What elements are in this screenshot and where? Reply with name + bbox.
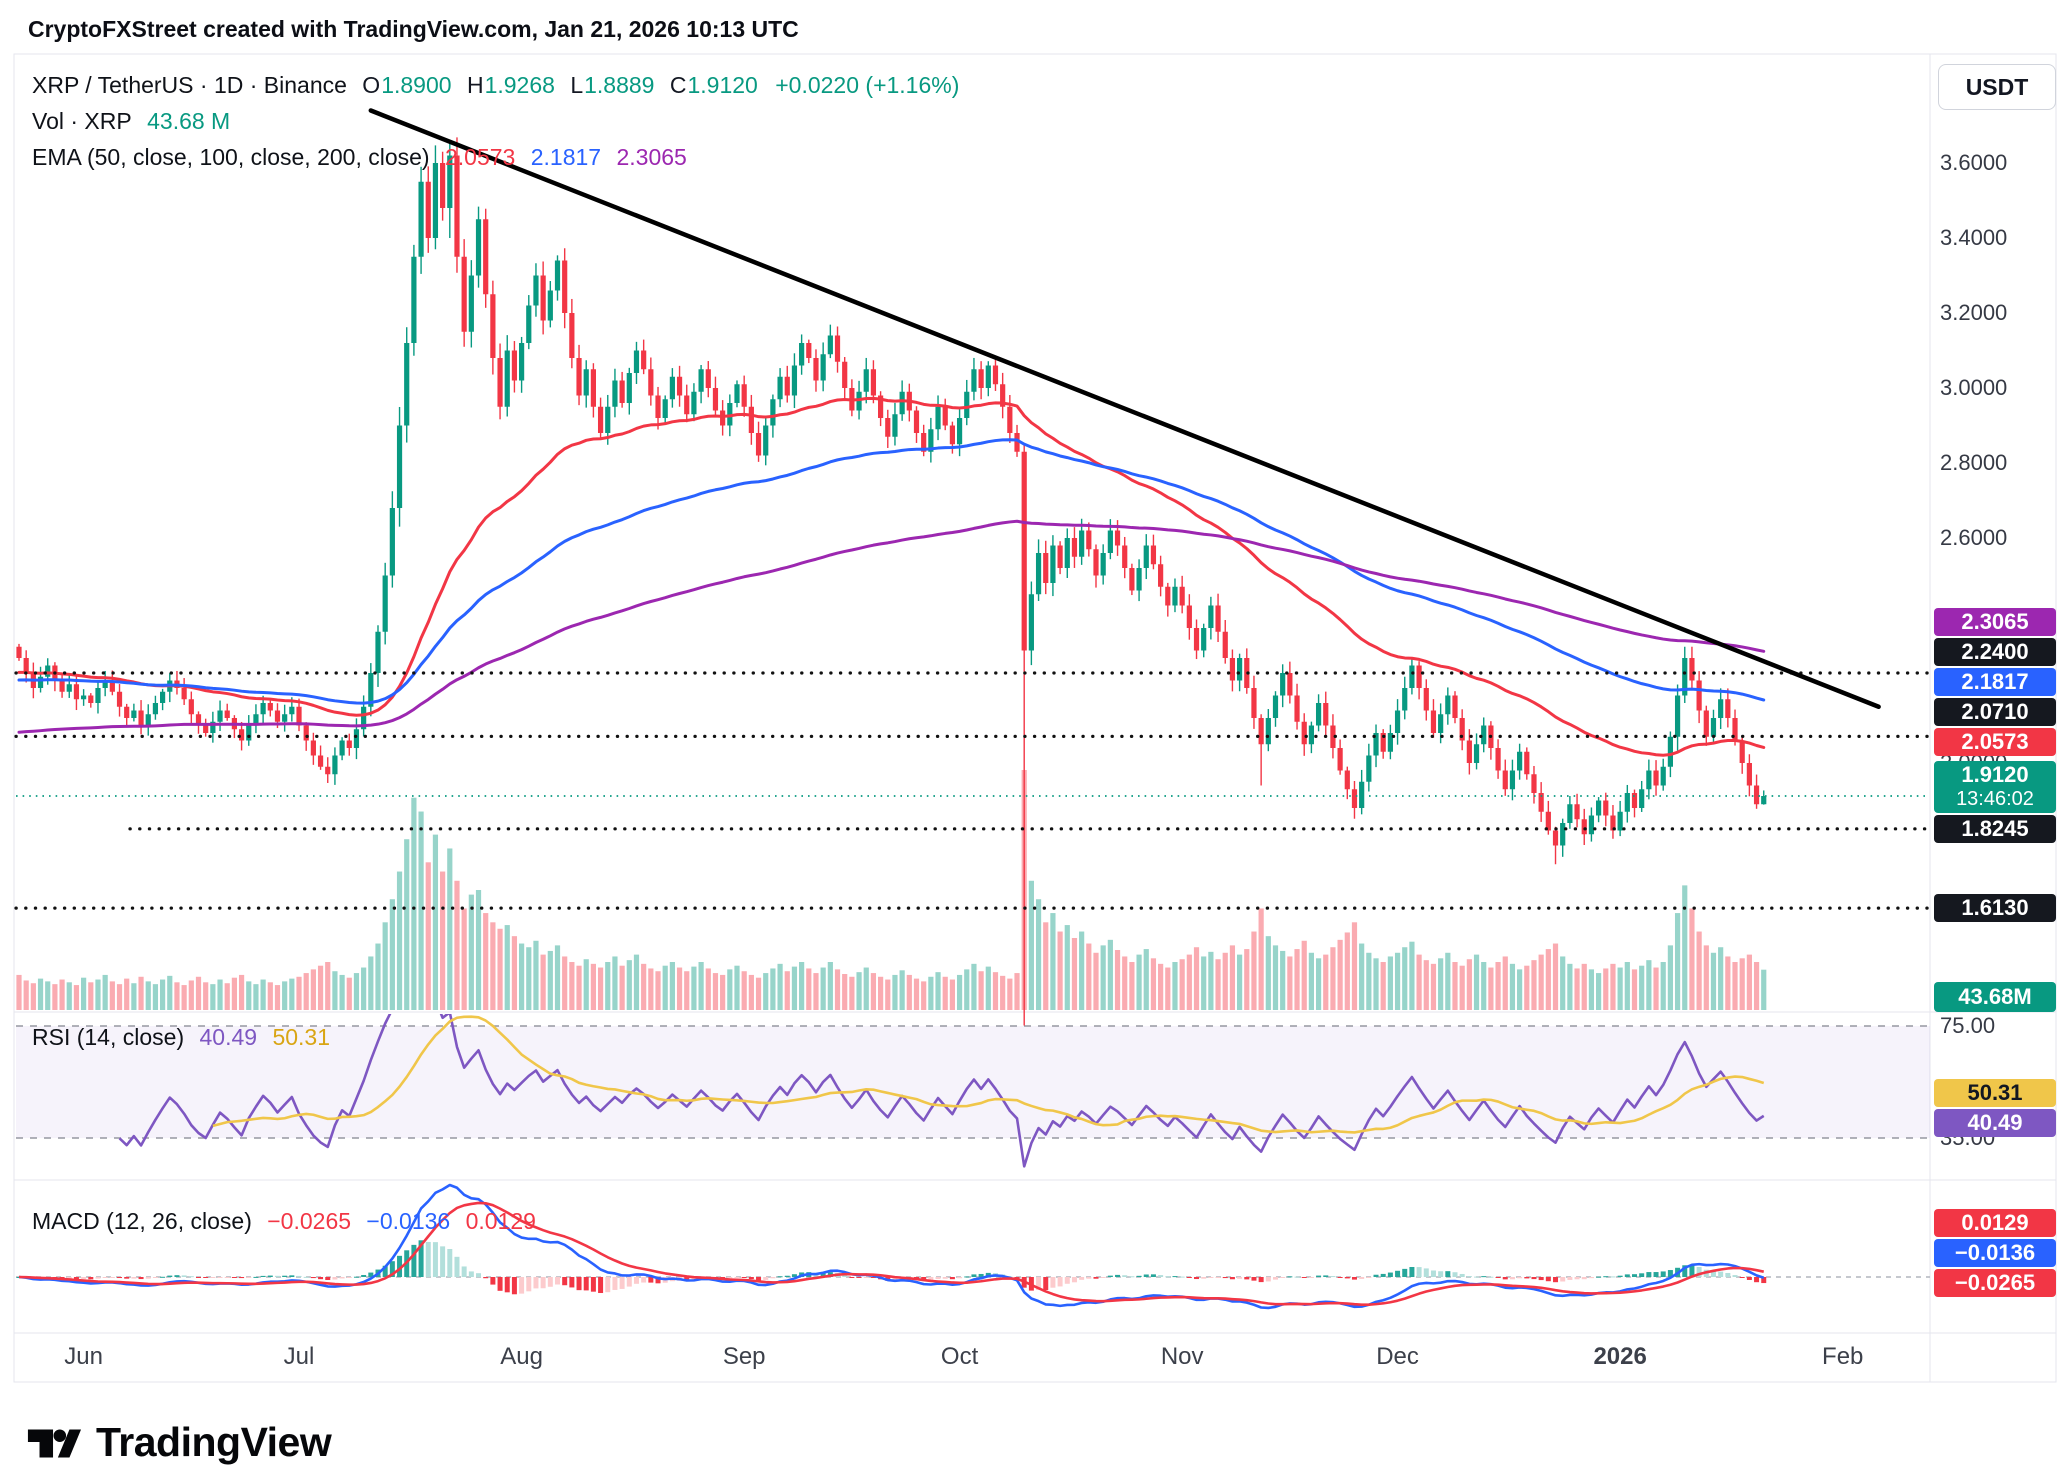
x-axis-label-2026: 2026 bbox=[1593, 1343, 1646, 1370]
rsi-ma-value: 50.31 bbox=[272, 1024, 331, 1050]
x-axis-label-feb: Feb bbox=[1822, 1343, 1863, 1370]
macd-line-value: −0.0136 bbox=[366, 1208, 451, 1234]
tradingview-logo-icon bbox=[27, 1429, 82, 1458]
macd-label: MACD (12, 26, close) bbox=[32, 1208, 252, 1234]
ohlc-close-label: C bbox=[669, 72, 687, 98]
ohlc-open-value: 1.8900 bbox=[381, 72, 452, 98]
tradingview-wordmark: TradingView bbox=[96, 1418, 332, 1465]
ema50-value: 2.0573 bbox=[444, 144, 516, 170]
rsi-value: 40.49 bbox=[199, 1024, 258, 1050]
ema100-value: 2.1817 bbox=[530, 144, 602, 170]
change-value: +0.0220 (+1.16%) bbox=[775, 72, 960, 98]
ema-label: EMA (50, close, 100, close, 200, close) bbox=[32, 144, 430, 170]
ohlc-high-value: 1.9268 bbox=[484, 72, 555, 98]
ohlc-high-label: H bbox=[466, 72, 484, 98]
x-axis-label-sep: Sep bbox=[723, 1343, 766, 1370]
x-axis-label-jun: Jun bbox=[64, 1343, 103, 1370]
rsi-label: RSI (14, close) bbox=[32, 1024, 185, 1050]
x-axis-label-oct: Oct bbox=[941, 1343, 979, 1370]
ohlc-close-value: 1.9120 bbox=[687, 72, 758, 98]
rsi-row[interactable]: RSI (14, close) 40.49 50.31 bbox=[32, 1024, 339, 1051]
ema200-value: 2.3065 bbox=[616, 144, 687, 170]
volume-value: 43.68 M bbox=[147, 108, 231, 134]
currency-toggle-button[interactable]: USDT bbox=[1938, 64, 2056, 110]
x-axis-label-dec: Dec bbox=[1376, 1343, 1419, 1370]
x-axis-label-nov: Nov bbox=[1161, 1343, 1204, 1370]
ohlc-low-value: 1.8889 bbox=[584, 72, 655, 98]
ohlc-open-label: O bbox=[362, 72, 381, 98]
ohlc-low-label: L bbox=[570, 72, 584, 98]
symbol-title: XRP / TetherUS · 1D · Binance bbox=[32, 72, 347, 98]
macd-hist-value: −0.0265 bbox=[267, 1208, 352, 1234]
ema-row[interactable]: EMA (50, close, 100, close, 200, close) … bbox=[32, 144, 696, 171]
volume-row[interactable]: Vol · XRP 43.68 M bbox=[32, 108, 239, 135]
x-axis-label-jul: Jul bbox=[284, 1343, 315, 1370]
macd-row[interactable]: MACD (12, 26, close) −0.0265 −0.0136 0.0… bbox=[32, 1208, 545, 1235]
attribution-text: CryptoFXStreet created with TradingView.… bbox=[28, 16, 799, 42]
tradingview-branding-link[interactable]: TradingView bbox=[26, 1414, 332, 1470]
macd-signal-value: 0.0129 bbox=[465, 1208, 536, 1234]
symbol-ohlc-row[interactable]: XRP / TetherUS · 1D · Binance O1.8900 H1… bbox=[32, 72, 968, 99]
x-axis-label-aug: Aug bbox=[500, 1343, 543, 1370]
volume-label: Vol · XRP bbox=[32, 108, 132, 134]
